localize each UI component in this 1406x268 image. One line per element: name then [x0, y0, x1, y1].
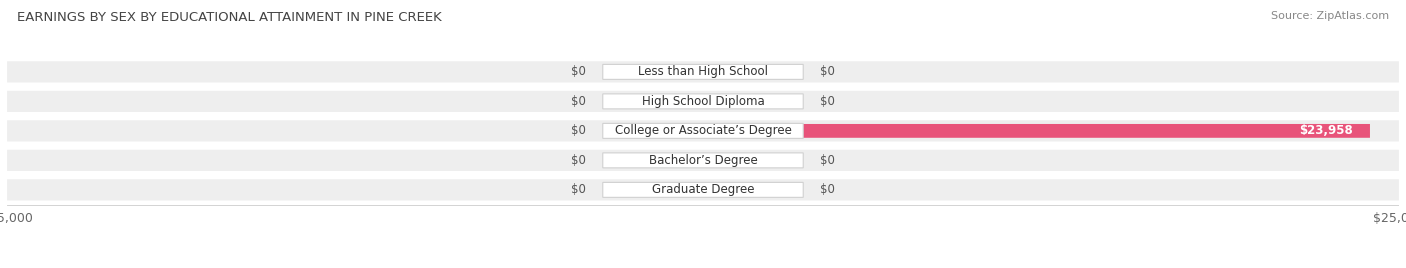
Text: $0: $0: [571, 154, 586, 167]
Text: $0: $0: [571, 183, 586, 196]
Text: $0: $0: [571, 124, 586, 137]
FancyBboxPatch shape: [703, 124, 1369, 138]
Text: $0: $0: [820, 154, 835, 167]
Text: Bachelor’s Degree: Bachelor’s Degree: [648, 154, 758, 167]
FancyBboxPatch shape: [703, 95, 754, 108]
FancyBboxPatch shape: [703, 183, 754, 197]
FancyBboxPatch shape: [603, 183, 803, 197]
FancyBboxPatch shape: [652, 154, 703, 167]
Text: Source: ZipAtlas.com: Source: ZipAtlas.com: [1271, 11, 1389, 21]
FancyBboxPatch shape: [603, 64, 803, 79]
FancyBboxPatch shape: [603, 123, 803, 138]
FancyBboxPatch shape: [7, 91, 1399, 112]
Text: EARNINGS BY SEX BY EDUCATIONAL ATTAINMENT IN PINE CREEK: EARNINGS BY SEX BY EDUCATIONAL ATTAINMEN…: [17, 11, 441, 24]
FancyBboxPatch shape: [603, 153, 803, 168]
FancyBboxPatch shape: [652, 183, 703, 197]
FancyBboxPatch shape: [7, 150, 1399, 171]
Text: College or Associate’s Degree: College or Associate’s Degree: [614, 124, 792, 137]
FancyBboxPatch shape: [652, 124, 703, 138]
FancyBboxPatch shape: [703, 65, 754, 79]
Text: Graduate Degree: Graduate Degree: [652, 183, 754, 196]
Text: $0: $0: [571, 95, 586, 108]
FancyBboxPatch shape: [703, 154, 754, 167]
Text: $0: $0: [571, 65, 586, 78]
FancyBboxPatch shape: [7, 61, 1399, 83]
FancyBboxPatch shape: [7, 179, 1399, 200]
Text: $23,958: $23,958: [1299, 124, 1353, 137]
FancyBboxPatch shape: [652, 65, 703, 79]
Text: Less than High School: Less than High School: [638, 65, 768, 78]
FancyBboxPatch shape: [652, 95, 703, 108]
Text: $0: $0: [820, 183, 835, 196]
FancyBboxPatch shape: [7, 120, 1399, 142]
Text: $0: $0: [820, 95, 835, 108]
Text: $0: $0: [820, 65, 835, 78]
Text: High School Diploma: High School Diploma: [641, 95, 765, 108]
FancyBboxPatch shape: [603, 94, 803, 109]
